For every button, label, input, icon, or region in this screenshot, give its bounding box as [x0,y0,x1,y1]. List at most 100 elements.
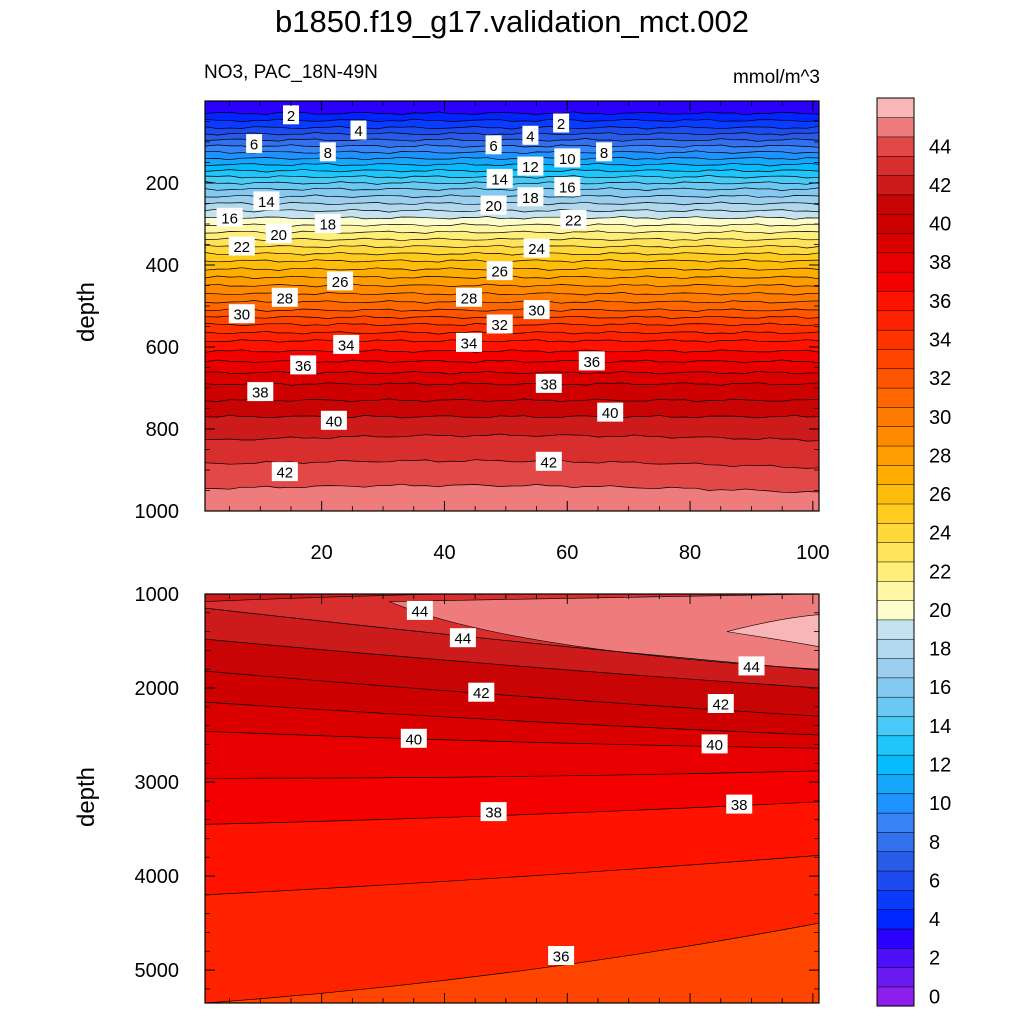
upper-contour-label-30-text: 28 [461,290,478,307]
lower-contour-label-1: 44 [449,628,476,648]
lower-contour-label-1-box [449,628,476,648]
upper-xtick-label-80: 80 [679,542,701,564]
colorbar: 0246810121416182022242628303234363840424… [876,97,951,1008]
lower-contour-label-0-text: 44 [412,603,429,620]
upper-contour-label-21: 10 [554,148,581,168]
lower-ytick-label-4000: 4000 [135,866,180,888]
lower-contour-40 [205,607,819,671]
lower-contour-label-6-box [701,734,728,754]
upper-contour-label-7-text: 18 [319,217,336,234]
upper-contour-35 [205,349,819,353]
colorbar-label-2: 2 [929,948,940,970]
upper-contour-label-30: 28 [456,287,482,307]
colorbar-label-14: 14 [929,716,951,738]
upper-contour-label-14: 38 [247,382,274,402]
upper-contour-label-34-text: 36 [583,354,600,371]
upper-contour-41 [205,433,819,442]
upper-contour-label-12-text: 34 [338,337,355,354]
upper-contour-label-12: 34 [333,334,360,354]
upper-contour-33 [205,330,819,335]
colorbar-swatch-32 [876,368,915,389]
lower-contour-label-3: 42 [468,682,495,702]
colorbar-swatch-1 [876,967,915,988]
upper-ytick-label-200: 200 [146,173,179,195]
upper-contour-label-18-text: 4 [526,128,534,145]
upper-contour-label-25-text: 18 [522,190,539,207]
colorbar-label-30: 30 [929,407,951,429]
lower-band-36 [205,923,819,1003]
upper-contour-label-30-box [456,287,482,307]
colorbar-swatch-38 [876,252,915,273]
lower-contour-label-7-box [480,802,507,822]
colorbar-swatch-45 [876,117,915,138]
colorbar-swatch-18 [876,638,915,659]
colorbar-label-18: 18 [929,639,951,661]
lower-contour-label-3-text: 42 [473,685,490,702]
upper-contour-8 [205,150,819,155]
upper-contour-panel: 246 8161420182226283034363840426428101214… [73,100,830,564]
colorbar-swatch-31 [876,387,915,408]
upper-contour-label-13-box [290,355,317,375]
upper-contour-label-11-box [228,304,255,324]
colorbar-swatch-13 [876,735,915,756]
colorbar-swatch-0 [876,986,915,1007]
colorbar-swatch-28 [876,445,915,466]
upper-contour-label-15-text: 40 [326,413,343,430]
lower-contour-label-2-text: 44 [743,659,760,676]
upper-contour-label-28-box [523,238,550,258]
colorbar-swatch-23 [876,542,915,563]
upper-contour-label-24: 16 [554,177,581,197]
lower-y-axis-label: depth [73,767,100,827]
colorbar-label-22: 22 [929,561,951,583]
upper-contour-7 [205,144,819,148]
colorbar-label-10: 10 [929,793,951,815]
upper-contour-label-18-box [522,125,539,145]
upper-contour-label-10-box [271,287,298,307]
upper-contour-label-6: 20 [265,224,292,244]
upper-contour-34 [205,339,819,343]
lower-contour-label-8: 38 [726,794,753,814]
colorbar-label-16: 16 [929,677,951,699]
colorbar-swatch-22 [876,561,915,582]
upper-ytick-label-600: 600 [146,337,179,359]
upper-contour-label-24-text: 16 [559,180,576,197]
colorbar-label-26: 26 [929,484,951,506]
upper-contour-label-25-box [517,187,544,207]
upper-contour-label-23-text: 14 [491,171,508,188]
upper-contour-label-3-text: 8 [324,145,332,162]
upper-contour-label-22-text: 12 [522,159,539,176]
colorbar-swatch-11 [876,773,915,795]
upper-contour-6 [205,138,819,142]
upper-ytick-label-400: 400 [146,255,179,277]
upper-contour-22 [205,244,819,249]
upper-contour-label-32: 32 [486,314,513,334]
upper-contour-label-27-text: 22 [565,212,582,229]
upper-contour-label-3-box [319,142,336,162]
upper-contour-label-34: 36 [578,351,605,371]
upper-band-43 [205,484,819,511]
lower-contour-panel: 44 44 44 42 42 40 40 38 38 36 1000 2000 3000 4000 500… [73,584,820,1004]
lower-ytick-label-5000: 5000 [135,960,180,982]
upper-contour-label-27: 22 [560,209,587,229]
upper-contour-2 [205,111,819,116]
colorbar-swatch-44 [876,136,915,157]
upper-contour-label-32-text: 32 [491,317,508,334]
colorbar-swatch-34 [876,329,915,350]
upper-contour-20 [205,230,819,234]
upper-contour-label-14-text: 38 [252,385,269,402]
upper-contour-label-21-text: 10 [559,151,576,168]
upper-contour-label-20: 8 [596,142,613,162]
colorbar-swatch-35 [876,310,915,331]
upper-contour-label-19: 2 [553,113,570,133]
lower-contour-label-4: 42 [707,694,734,714]
lower-ytick-label-2000: 2000 [135,678,180,700]
upper-contour-17 [205,208,819,213]
upper-contour-label-28: 24 [523,238,550,258]
colorbar-label-42: 42 [929,175,951,197]
colorbar-label-28: 28 [929,445,951,467]
lower-contour-label-7-text: 38 [485,805,502,822]
upper-contour-label-18: 4 [522,125,539,145]
lower-contour-label-9: 36 [548,946,575,966]
lower-contour-label-6-text: 40 [706,737,723,754]
upper-contour-label-33: 34 [456,332,482,352]
